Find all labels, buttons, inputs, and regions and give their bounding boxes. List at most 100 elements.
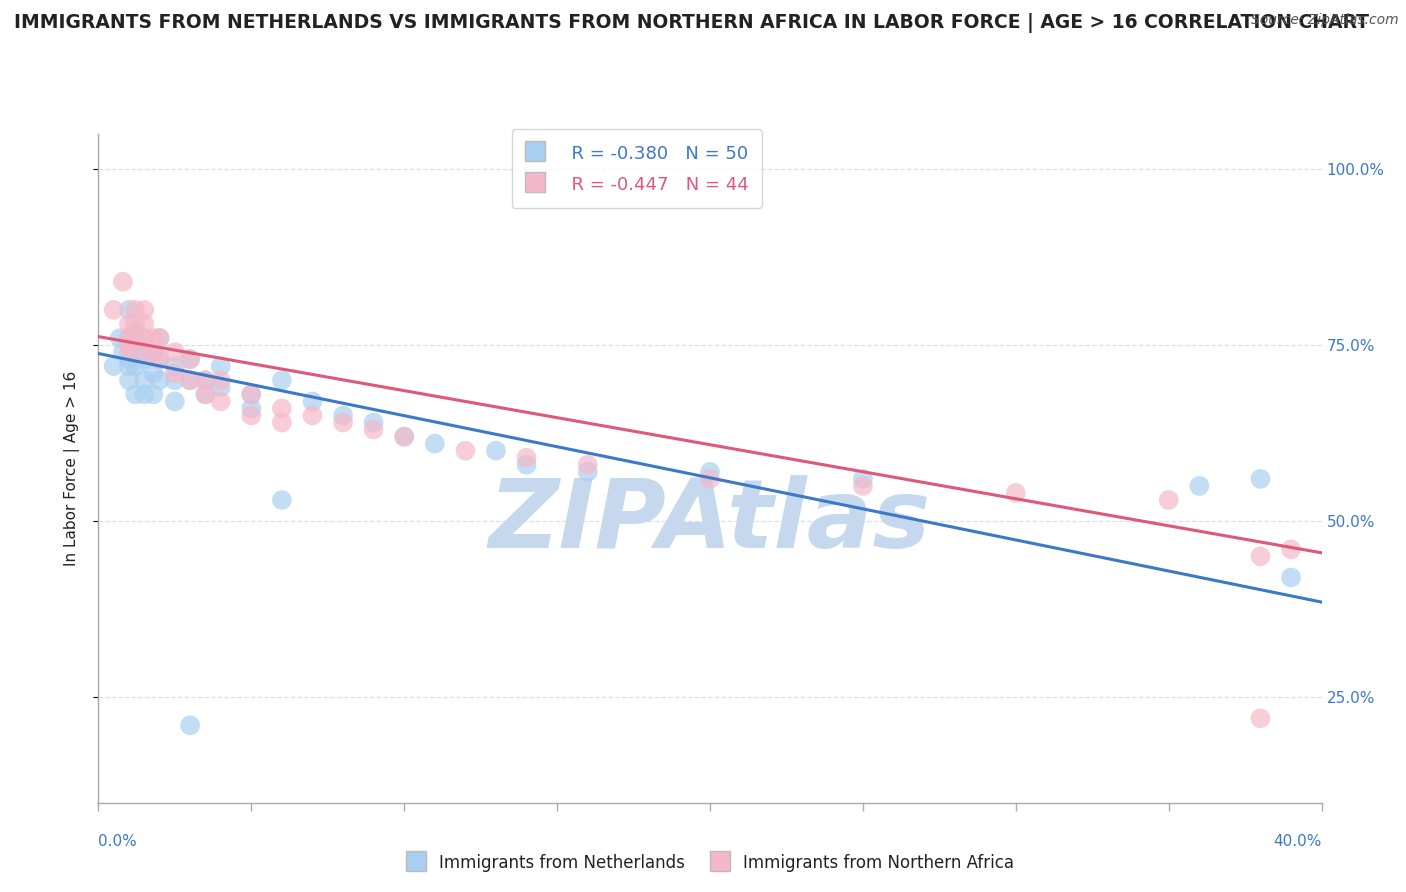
Point — [118, 345, 141, 359]
Point — [118, 338, 141, 352]
Point — [363, 416, 385, 430]
Point — [1157, 493, 1180, 508]
Point — [240, 401, 263, 416]
Point — [699, 472, 721, 486]
Point — [194, 387, 217, 401]
Point — [124, 317, 146, 331]
Point — [179, 352, 201, 367]
Point — [179, 352, 201, 367]
Point — [118, 373, 141, 387]
Point — [134, 338, 156, 352]
Point — [163, 394, 186, 409]
Point — [1004, 486, 1026, 500]
Point — [134, 352, 156, 367]
Point — [103, 359, 125, 374]
Legend: Immigrants from Netherlands, Immigrants from Northern Africa: Immigrants from Netherlands, Immigrants … — [398, 845, 1022, 881]
Text: 0.0%: 0.0% — [98, 834, 138, 849]
Text: 40.0%: 40.0% — [1274, 834, 1322, 849]
Point — [1279, 570, 1302, 584]
Point — [142, 345, 165, 359]
Point — [163, 345, 186, 359]
Point — [332, 409, 354, 423]
Point — [423, 436, 446, 450]
Point — [194, 373, 217, 387]
Point — [209, 373, 232, 387]
Point — [576, 465, 599, 479]
Point — [118, 331, 141, 345]
Point — [516, 458, 538, 472]
Point — [179, 718, 201, 732]
Point — [1249, 472, 1271, 486]
Point — [103, 302, 125, 317]
Text: IMMIGRANTS FROM NETHERLANDS VS IMMIGRANTS FROM NORTHERN AFRICA IN LABOR FORCE | : IMMIGRANTS FROM NETHERLANDS VS IMMIGRANT… — [14, 13, 1369, 33]
Point — [240, 387, 263, 401]
Point — [209, 380, 232, 394]
Point — [108, 331, 131, 345]
Point — [1279, 542, 1302, 557]
Text: ZIPAtlas: ZIPAtlas — [489, 475, 931, 568]
Point — [142, 387, 165, 401]
Point — [124, 345, 146, 359]
Point — [194, 387, 217, 401]
Point — [134, 345, 156, 359]
Point — [240, 387, 263, 401]
Point — [134, 317, 156, 331]
Point — [485, 443, 508, 458]
Point — [118, 302, 141, 317]
Point — [149, 352, 172, 367]
Point — [118, 331, 141, 345]
Point — [179, 373, 201, 387]
Point — [149, 352, 172, 367]
Point — [363, 423, 385, 437]
Point — [332, 416, 354, 430]
Point — [1188, 479, 1211, 493]
Point — [124, 359, 146, 374]
Point — [240, 409, 263, 423]
Point — [852, 479, 875, 493]
Point — [163, 359, 186, 374]
Point — [149, 331, 172, 345]
Point — [142, 366, 165, 380]
Point — [149, 331, 172, 345]
Point — [454, 443, 477, 458]
Point — [301, 394, 323, 409]
Point — [118, 317, 141, 331]
Point — [134, 331, 156, 345]
Point — [209, 359, 232, 374]
Point — [134, 387, 156, 401]
Point — [699, 465, 721, 479]
Point — [1249, 549, 1271, 564]
Point — [124, 387, 146, 401]
Y-axis label: In Labor Force | Age > 16: In Labor Force | Age > 16 — [65, 371, 80, 566]
Point — [516, 450, 538, 465]
Point — [301, 409, 323, 423]
Point — [142, 331, 165, 345]
Point — [118, 338, 141, 352]
Point — [111, 345, 134, 359]
Point — [179, 373, 201, 387]
Point — [118, 352, 141, 367]
Point — [270, 493, 292, 508]
Point — [134, 373, 156, 387]
Point — [1249, 711, 1271, 725]
Point — [149, 373, 172, 387]
Point — [194, 373, 217, 387]
Point — [270, 416, 292, 430]
Point — [118, 359, 141, 374]
Point — [111, 275, 134, 289]
Point — [142, 345, 165, 359]
Point — [576, 458, 599, 472]
Point — [852, 472, 875, 486]
Point — [124, 324, 146, 338]
Point — [270, 373, 292, 387]
Point — [270, 401, 292, 416]
Point — [134, 302, 156, 317]
Point — [124, 331, 146, 345]
Point — [163, 366, 186, 380]
Point — [392, 429, 416, 443]
Text: Source: ZipAtlas.com: Source: ZipAtlas.com — [1251, 13, 1399, 28]
Point — [163, 373, 186, 387]
Point — [392, 429, 416, 443]
Point — [209, 394, 232, 409]
Point — [124, 302, 146, 317]
